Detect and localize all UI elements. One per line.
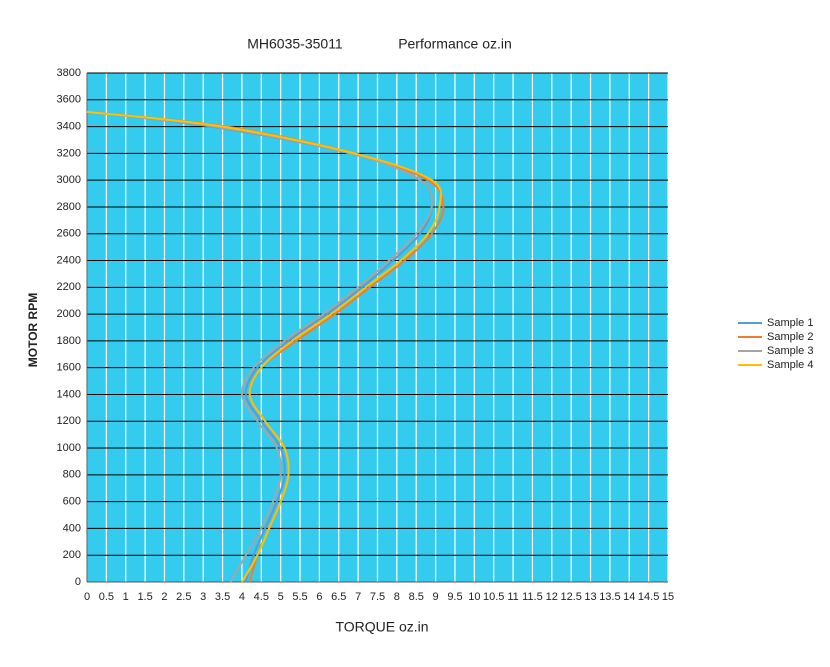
x-tick-label: 1: [123, 591, 129, 603]
x-tick-label: 14: [623, 591, 635, 603]
y-tick-label: 200: [63, 549, 81, 561]
y-tick-label: 0: [75, 576, 81, 588]
y-tick-label: 3000: [57, 174, 81, 186]
y-tick-label: 1600: [57, 362, 81, 374]
x-tick-label: 8.5: [409, 591, 424, 603]
y-tick-label: 2600: [57, 228, 81, 240]
x-tick-label: 6: [316, 591, 322, 603]
x-tick-label: 8: [394, 591, 400, 603]
y-tick-label: 3400: [57, 120, 81, 132]
x-tick-label: 13: [584, 591, 596, 603]
y-tick-label: 800: [63, 469, 81, 481]
y-tick-label: 400: [63, 522, 81, 534]
y-axis-title: MOTOR RPM: [26, 293, 40, 367]
x-tick-label: 4: [239, 591, 245, 603]
y-tick-label: 1800: [57, 335, 81, 347]
legend-label: Sample 3: [767, 345, 813, 357]
x-tick-label: 2.5: [176, 591, 191, 603]
x-tick-label: 3.5: [215, 591, 230, 603]
y-tick-label: 2400: [57, 254, 81, 266]
x-axis-title: TORQUE oz.in: [335, 619, 428, 635]
x-tick-label: 0.5: [99, 591, 114, 603]
x-tick-label: 5: [278, 591, 284, 603]
x-tick-label: 12.5: [560, 591, 581, 603]
series-line: [86, 110, 443, 583]
x-tick-label: 12: [546, 591, 558, 603]
x-tick-label: 11.5: [522, 591, 543, 603]
y-tick-label: 2000: [57, 308, 81, 320]
x-tick-label: 7.5: [370, 591, 385, 603]
x-tick-label: 5.5: [292, 591, 307, 603]
legend-label: Sample 4: [767, 359, 813, 371]
x-tick-label: 7: [355, 591, 361, 603]
x-tick-label: 1.5: [137, 591, 152, 603]
y-tick-label: 3600: [57, 94, 81, 106]
y-tick-label: 3800: [57, 67, 81, 79]
y-tick-label: 1200: [57, 415, 81, 427]
x-tick-label: 15: [662, 591, 674, 603]
x-tick-label: 9.5: [447, 591, 462, 603]
x-tick-label: 4.5: [254, 591, 269, 603]
y-tick-label: 1000: [57, 442, 81, 454]
x-tick-label: 9: [433, 591, 439, 603]
x-tick-label: 13.5: [599, 591, 620, 603]
chart-subtitle: Performance oz.in: [398, 36, 512, 52]
y-tick-label: 600: [63, 496, 81, 508]
x-tick-label: 2: [161, 591, 167, 603]
x-tick-label: 0: [84, 591, 90, 603]
series-line: [86, 110, 434, 583]
x-tick-label: 10: [468, 591, 480, 603]
legend-label: Sample 1: [767, 317, 813, 329]
x-tick-label: 10.5: [483, 591, 504, 603]
y-tick-label: 2800: [57, 201, 81, 213]
chart-title: MH6035-35011: [247, 36, 343, 52]
y-tick-label: 1400: [57, 388, 81, 400]
legend-label: Sample 2: [767, 331, 813, 343]
y-tick-label: 2200: [57, 281, 81, 293]
x-tick-label: 3: [200, 591, 206, 603]
x-tick-label: 6.5: [331, 591, 346, 603]
y-tick-label: 3200: [57, 147, 81, 159]
x-tick-label: 14.5: [638, 591, 659, 603]
x-tick-label: 11: [507, 591, 518, 603]
